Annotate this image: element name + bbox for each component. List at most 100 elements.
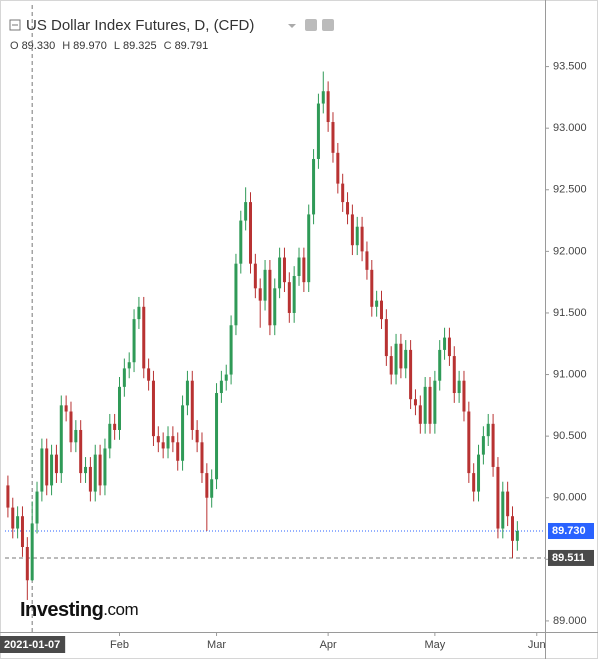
candle-body: [394, 343, 398, 375]
candle-body: [433, 380, 437, 424]
candle-body: [132, 319, 136, 363]
candle-body: [331, 122, 335, 153]
candle-body: [350, 214, 354, 246]
y-tick-label: 90.000: [553, 492, 587, 504]
candle-body: [40, 448, 44, 492]
candle-body: [316, 103, 320, 159]
logo-suffix: .com: [103, 600, 138, 619]
candle-body: [477, 454, 481, 492]
candle-body: [472, 473, 476, 492]
candle-body: [239, 220, 243, 264]
candle-body: [278, 257, 282, 289]
candle-body: [409, 349, 413, 400]
legend-value: 89.325: [123, 40, 157, 52]
candle-body: [336, 152, 340, 184]
candle-body: [229, 325, 233, 375]
candle-body: [375, 300, 379, 307]
candle-body: [379, 300, 383, 320]
crosshair-x-label: 2021-01-07: [4, 639, 60, 651]
candle-body: [54, 454, 58, 474]
x-tick-label: Apr: [320, 639, 337, 651]
dropdown-icon[interactable]: [288, 24, 296, 28]
legend-value: 89.330: [22, 40, 56, 52]
candle-body: [64, 405, 68, 412]
candle-body: [137, 306, 141, 320]
candle-body: [30, 523, 34, 581]
candle-body: [312, 158, 316, 215]
candle-body: [263, 269, 267, 301]
candle-body: [200, 442, 204, 474]
candle-body: [16, 516, 20, 529]
candle-body: [486, 423, 490, 437]
collapse-icon[interactable]: [9, 19, 21, 31]
x-tick-label: Jun: [528, 639, 546, 651]
candle-body: [244, 202, 248, 221]
candle-body: [423, 386, 427, 424]
candle-body: [428, 386, 432, 424]
legend-key: C: [164, 40, 172, 52]
y-tick-label: 93.000: [553, 122, 587, 134]
y-tick-label: 89.000: [553, 615, 587, 627]
candle-body: [389, 356, 393, 375]
candle-body: [50, 454, 54, 486]
candle-body: [219, 380, 223, 394]
candle-body: [156, 436, 160, 443]
candle-body: [346, 202, 350, 215]
candle-body: [297, 257, 301, 277]
crosshair-y-box: [548, 549, 594, 566]
candle-body: [515, 530, 519, 541]
candle-body: [185, 380, 189, 406]
candle-body: [59, 405, 63, 474]
candle-body: [326, 91, 330, 123]
candle-body: [404, 349, 408, 369]
candle-body: [321, 91, 325, 104]
candle-body: [20, 516, 24, 548]
candle-body: [69, 411, 73, 443]
candle-body: [258, 288, 262, 301]
candle-body: [190, 380, 194, 430]
candle-body: [413, 399, 417, 406]
candle-body: [113, 423, 117, 430]
candle-body: [84, 466, 88, 474]
legend-key: L: [114, 40, 120, 52]
candle-body: [282, 257, 286, 283]
candle-body: [370, 269, 374, 307]
candle-body: [365, 251, 369, 270]
chart-title: US Dollar Index Futures, D, (CFD): [26, 17, 254, 34]
legend-key: O: [10, 40, 19, 52]
candle-body: [122, 368, 126, 387]
legend-value: 89.970: [73, 40, 107, 52]
y-tick-label: 92.500: [553, 184, 587, 196]
crosshair-y-label: 89.511: [552, 552, 585, 564]
candle-body: [205, 473, 209, 498]
candle-body: [166, 436, 170, 449]
candle-body: [452, 356, 456, 394]
candle-body: [88, 466, 92, 492]
settings-icon[interactable]: [305, 19, 317, 31]
candle-body: [302, 257, 306, 283]
candle-body: [399, 343, 403, 369]
candle-body: [117, 386, 122, 430]
candle-body: [457, 380, 461, 394]
candle-body: [142, 306, 146, 369]
x-tick-label: Feb: [110, 639, 129, 651]
y-tick-label: 90.500: [553, 430, 587, 442]
candle-body: [108, 423, 112, 449]
y-tick-label: 92.000: [553, 245, 587, 257]
candle-body: [443, 337, 447, 350]
candle-body: [234, 263, 238, 326]
candle-body: [292, 276, 296, 313]
logo-main: Investing.com: [20, 599, 138, 621]
candle-body: [481, 436, 485, 455]
candle-body: [384, 319, 388, 357]
candle-body: [215, 393, 219, 480]
candle-body: [360, 226, 364, 252]
candle-body: [501, 491, 505, 529]
settings-icon[interactable]: [322, 19, 334, 31]
candle-body: [462, 380, 466, 412]
candle-body: [147, 368, 151, 381]
candle-body: [287, 282, 291, 313]
candle-body: [74, 429, 78, 443]
y-tick-label: 93.500: [553, 60, 587, 72]
